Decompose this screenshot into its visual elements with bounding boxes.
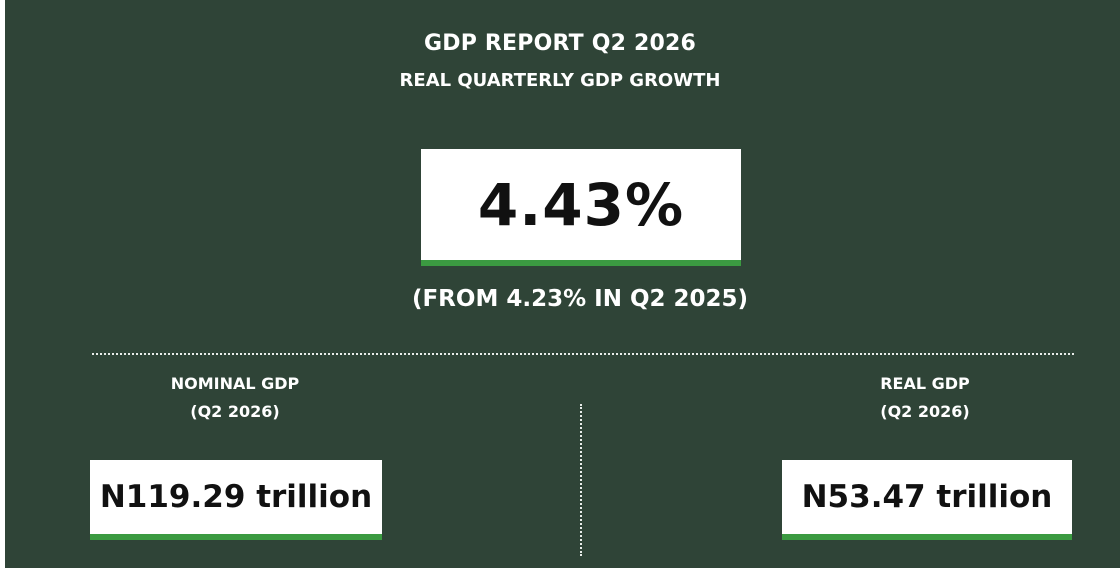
nominal-gdp-card: N119.29 trillion [90, 460, 382, 540]
real-gdp-card: N53.47 trillion [782, 460, 1072, 540]
real-gdp-heading: REAL GDP (Q2 2026) [800, 370, 1050, 426]
growth-value: 4.43% [477, 170, 685, 239]
growth-comparison: (FROM 4.23% IN Q2 2025) [411, 286, 749, 312]
real-gdp-value: N53.47 trillion [801, 479, 1053, 515]
horizontal-dotted-divider [92, 353, 1074, 355]
vertical-dotted-divider [580, 404, 582, 556]
nominal-gdp-value: N119.29 trillion [99, 479, 373, 515]
report-subtitle: REAL QUARTERLY GDP GROWTH [399, 70, 721, 91]
real-gdp-label: REAL GDP [880, 374, 970, 393]
nominal-gdp-heading: NOMINAL GDP (Q2 2026) [110, 370, 360, 426]
nominal-gdp-period: (Q2 2026) [190, 402, 280, 421]
growth-value-card: 4.43% [421, 149, 741, 266]
report-title: GDP REPORT Q2 2026 [423, 31, 696, 56]
left-edge-bar [0, 0, 5, 568]
nominal-gdp-label: NOMINAL GDP [170, 374, 300, 393]
real-gdp-period: (Q2 2026) [880, 402, 970, 421]
